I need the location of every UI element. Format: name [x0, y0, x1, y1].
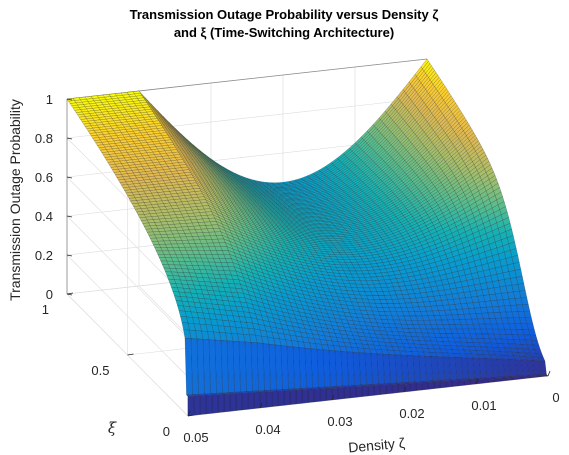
surface-patch [146, 231, 155, 236]
surface-patch [319, 388, 327, 402]
surface-patch [355, 386, 363, 398]
surface-patch [229, 393, 237, 412]
surface-patch [445, 381, 453, 388]
x-axis-label: Density ζ [348, 435, 406, 455]
y-tick-label: 0.5 [91, 363, 109, 378]
x-tick-label: 0.02 [399, 406, 424, 421]
surface-patch [415, 382, 423, 391]
surface-patch [149, 237, 158, 242]
surface-patch [152, 244, 161, 248]
x-tick-label: 0.03 [327, 414, 352, 429]
surface-patch [337, 387, 345, 400]
surface-patch [235, 393, 243, 411]
surface-patch [349, 386, 357, 399]
surface-layer [66, 58, 549, 417]
surface-patch [325, 388, 333, 401]
surface-patch [373, 385, 381, 396]
surface-patch [361, 386, 369, 397]
surface-patch [409, 383, 417, 392]
surface-patch [487, 378, 495, 383]
y-tick-label: 0 [163, 424, 170, 439]
surface-patch [379, 385, 387, 395]
surface-patch [391, 384, 399, 394]
x-tick-label: 0 [552, 390, 559, 405]
surface-patch [493, 378, 501, 383]
surface-patch [241, 392, 249, 411]
x-tick-label: 0.01 [471, 398, 496, 413]
x-tick-label: 0.04 [255, 422, 280, 437]
surface-patch [421, 382, 429, 391]
y-tick-mark [127, 353, 134, 356]
chart-title-line-2: and ξ (Time-Switching Architecture) [174, 25, 394, 40]
surface-patch [529, 376, 537, 379]
surface-patch [247, 392, 255, 410]
surface-patch [143, 225, 152, 230]
surface-patch [211, 394, 219, 414]
y-tick-mark [66, 292, 74, 295]
surface-patch [151, 241, 160, 245]
surface-patch [277, 390, 285, 407]
surface-patch [283, 390, 291, 406]
surface-patch [307, 389, 315, 403]
surface-patch [145, 228, 154, 233]
surface-patch [457, 380, 465, 387]
surface-patch [184, 337, 193, 396]
surface-patch [427, 382, 435, 390]
z-tick-label: 0.8 [35, 131, 53, 146]
x-tick-label: 0.05 [183, 430, 208, 445]
surface-patch [223, 393, 231, 413]
surface-patch [253, 392, 261, 409]
surface-patch [154, 247, 163, 252]
surface-patch [481, 379, 489, 384]
surface-patch [193, 395, 201, 416]
surface-patch [271, 391, 279, 407]
z-tick-label: 0 [46, 287, 53, 302]
surface-patch [385, 384, 393, 395]
surface-patch [463, 380, 471, 386]
z-tick-label: 1 [46, 92, 53, 107]
surface-patch [148, 234, 157, 239]
surface-patch [469, 379, 477, 385]
surface-patch [205, 394, 213, 415]
chart-title-line-1: Transmission Outage Probability versus D… [130, 7, 439, 22]
surface-patch [199, 395, 207, 415]
z-tick-label: 0.6 [35, 170, 53, 185]
surface-patch [499, 378, 507, 382]
surface-patch [451, 380, 459, 387]
y-axis-label: ξ [108, 419, 117, 437]
surface-patch [217, 394, 225, 413]
z-axis-label: Transmission Outage Probability [7, 99, 23, 301]
surface-patch [397, 384, 405, 393]
surface-patch [265, 391, 273, 408]
surface-patch [523, 376, 531, 379]
y-tick-label: 1 [42, 302, 49, 317]
x-tick-mark [547, 370, 551, 377]
z-tick-label: 0.2 [35, 248, 53, 263]
surface-patch [367, 385, 375, 397]
surface-patch [439, 381, 447, 389]
surface-patch [313, 388, 321, 403]
surface-patch [433, 381, 441, 389]
surface-patch [343, 387, 351, 399]
surface-patch [289, 390, 297, 405]
surface-patch [155, 250, 165, 255]
surface-patch [295, 389, 303, 405]
z-tick-label: 0.4 [35, 209, 53, 224]
surface-patch [301, 389, 309, 404]
surface-patch [157, 254, 166, 258]
